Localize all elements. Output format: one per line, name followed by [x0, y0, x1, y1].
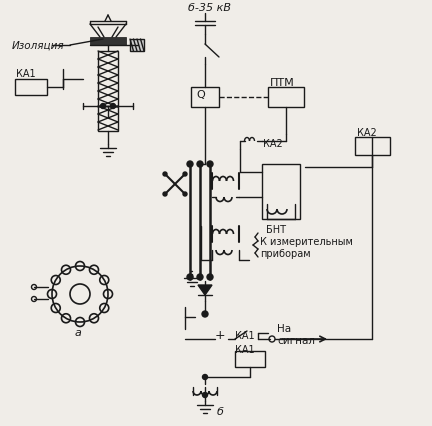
Circle shape: [163, 193, 167, 196]
Circle shape: [202, 311, 208, 317]
Text: б: б: [217, 406, 224, 416]
Circle shape: [207, 161, 213, 167]
Bar: [191, 88, 219, 108]
Bar: [130, 40, 144, 52]
Text: На
сигнал: На сигнал: [277, 323, 315, 345]
Circle shape: [187, 274, 193, 280]
Bar: [355, 138, 390, 155]
Bar: [98, 107, 118, 132]
Bar: [90, 38, 126, 46]
Circle shape: [203, 393, 207, 397]
Text: КА1: КА1: [235, 330, 254, 340]
Circle shape: [187, 161, 193, 167]
Text: БНТ: БНТ: [266, 225, 286, 234]
Text: КА2: КА2: [357, 128, 377, 138]
Circle shape: [197, 161, 203, 167]
Circle shape: [207, 274, 213, 280]
Text: +: +: [215, 329, 226, 342]
Text: Q: Q: [196, 90, 205, 100]
Text: а: а: [75, 327, 82, 337]
Polygon shape: [198, 285, 212, 295]
Circle shape: [203, 374, 207, 380]
Bar: [98, 52, 118, 107]
Circle shape: [183, 193, 187, 196]
Text: Изоляция: Изоляция: [12, 41, 65, 51]
Circle shape: [163, 173, 167, 177]
Text: б-35 кВ: б-35 кВ: [188, 3, 231, 13]
Circle shape: [183, 173, 187, 177]
Circle shape: [111, 104, 115, 109]
Circle shape: [101, 104, 105, 109]
Text: КА2: КА2: [263, 139, 283, 149]
Text: К измерительным
приборам: К измерительным приборам: [260, 237, 353, 258]
Circle shape: [197, 274, 203, 280]
Text: ПТМ: ПТМ: [270, 78, 295, 88]
Text: КА1: КА1: [235, 344, 254, 354]
Bar: [262, 164, 300, 219]
Bar: [15, 80, 47, 96]
Bar: [268, 88, 304, 108]
Bar: [235, 351, 265, 367]
Text: КА1: КА1: [16, 69, 35, 79]
